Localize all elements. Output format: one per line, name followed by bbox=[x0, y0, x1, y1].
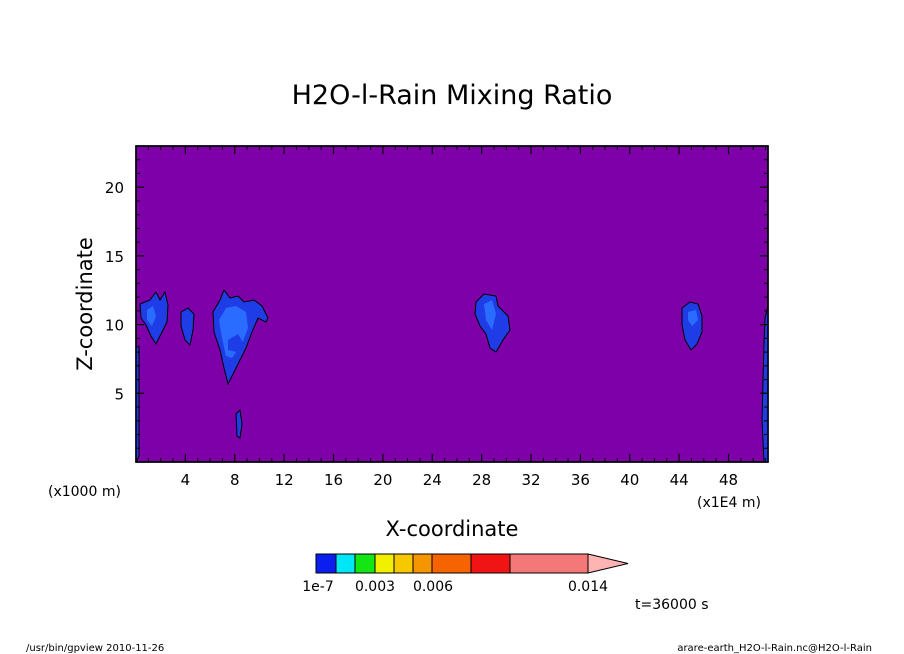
rain-cell-5-core bbox=[484, 300, 496, 330]
time-label: t=36000 s bbox=[635, 597, 709, 613]
colorbar: 1e-7 0.003 0.006 0.014 bbox=[302, 553, 629, 595]
y-tick-label: 20 bbox=[105, 179, 124, 197]
y-tick-label: 15 bbox=[105, 248, 124, 266]
colorbar-swatch bbox=[431, 553, 472, 574]
x-tick-label: 20 bbox=[373, 471, 392, 489]
rain-cell-6-core bbox=[688, 310, 698, 326]
x-axis-label: X-coordinate bbox=[386, 517, 519, 541]
colorbar-swatch bbox=[393, 553, 414, 574]
footer-right: arare-earth_H2O-l-Rain.nc@H2O-l-Rain bbox=[677, 643, 872, 654]
colorbar-swatch bbox=[470, 553, 511, 574]
rain-cell-1-core bbox=[147, 306, 156, 326]
x-tick-label: 12 bbox=[275, 471, 294, 489]
plot-frame bbox=[135, 145, 769, 463]
y-tick-label: 5 bbox=[114, 385, 124, 403]
rain-cells bbox=[135, 288, 769, 463]
x-axis-ticks: 4 8 12 16 20 24 28 32 36 40 44 48 bbox=[147, 146, 767, 489]
x-tick-label: 40 bbox=[620, 471, 639, 489]
x-tick-label: 24 bbox=[423, 471, 442, 489]
x-unit-secondary-label: (x1E4 m) bbox=[697, 495, 761, 511]
x-tick-label: 8 bbox=[230, 471, 240, 489]
x-tick-label: 48 bbox=[719, 471, 738, 489]
y-tick-label: 10 bbox=[105, 317, 124, 335]
colorbar-swatch bbox=[335, 553, 356, 574]
colorbar-swatch bbox=[509, 553, 589, 574]
rain-cell-3-core-2 bbox=[228, 334, 244, 352]
x-tick-label: 44 bbox=[670, 471, 689, 489]
y-axis-label: Z-coordinate bbox=[73, 237, 97, 371]
colorbar-swatch bbox=[412, 553, 433, 574]
x-tick-label: 4 bbox=[181, 471, 191, 489]
colorbar-label: 0.003 bbox=[355, 579, 395, 595]
x-tick-label: 16 bbox=[324, 471, 343, 489]
rain-cell-4 bbox=[235, 408, 243, 439]
footer-left: /usr/bin/gpview 2010-11-26 bbox=[26, 643, 164, 654]
colorbar-label: 0.014 bbox=[568, 579, 608, 595]
rain-cell-2 bbox=[180, 307, 195, 347]
y-axis-ticks: 5 10 15 20 bbox=[105, 159, 768, 449]
x-tick-label: 28 bbox=[472, 471, 491, 489]
colorbar-label: 1e-7 bbox=[302, 579, 333, 595]
colorbar-label: 0.006 bbox=[413, 579, 453, 595]
x-tick-label: 36 bbox=[571, 471, 590, 489]
colorbar-arrow bbox=[587, 553, 629, 574]
chart-title: H2O-l-Rain Mixing Ratio bbox=[292, 80, 613, 111]
x-tick-label: 32 bbox=[521, 471, 540, 489]
x-unit-label: (x1000 m) bbox=[48, 484, 121, 500]
colorbar-swatch bbox=[354, 553, 376, 574]
colorbar-swatch bbox=[374, 553, 395, 574]
colorbar-swatch bbox=[315, 553, 337, 574]
